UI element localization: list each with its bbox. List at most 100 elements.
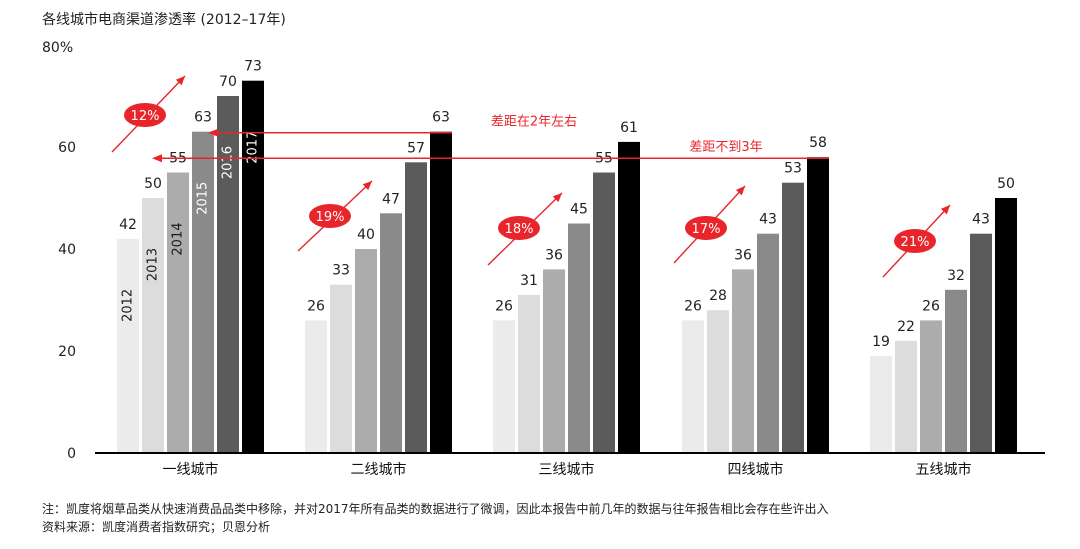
value-label: 28 xyxy=(709,288,727,304)
value-label: 47 xyxy=(382,191,400,207)
year-label: 2017 xyxy=(246,131,261,164)
bars xyxy=(117,80,1017,454)
bar xyxy=(142,198,164,453)
growth-badge xyxy=(498,216,540,240)
value-label: 43 xyxy=(972,212,990,228)
chart-title: 各线城市电商渠道渗透率 (2012–17年) xyxy=(42,11,286,28)
y-axis-ticks: 0 20 40 60 xyxy=(58,140,76,462)
value-label: 42 xyxy=(119,217,137,233)
growth-arrowhead xyxy=(362,181,372,191)
growth-badge xyxy=(685,216,727,240)
growth-badges: 12% 19% 18% 17% 21% xyxy=(111,75,951,278)
value-label: 63 xyxy=(432,110,450,126)
bar xyxy=(807,157,829,453)
bar xyxy=(543,269,565,453)
year-labels: 2012 2013 2014 2015 2016 2017 xyxy=(121,131,261,322)
value-label: 53 xyxy=(784,161,802,177)
y-tick-label: 60 xyxy=(58,140,76,156)
growth-badge xyxy=(894,229,936,253)
year-label: 2012 xyxy=(121,289,136,322)
bar xyxy=(167,172,189,453)
bar xyxy=(330,284,352,453)
year-label: 2016 xyxy=(221,146,236,179)
value-label: 36 xyxy=(545,247,563,263)
growth-badge xyxy=(124,103,166,127)
bar xyxy=(732,269,754,453)
value-label: 19 xyxy=(872,334,890,350)
bar xyxy=(405,162,427,454)
bar xyxy=(305,320,327,453)
bar xyxy=(192,131,214,453)
y-tick-label: 40 xyxy=(58,242,76,258)
value-label: 26 xyxy=(684,298,702,314)
value-label: 73 xyxy=(244,59,262,75)
value-label: 31 xyxy=(520,273,538,289)
year-label: 2015 xyxy=(196,182,211,215)
bar xyxy=(355,249,377,453)
value-label: 58 xyxy=(809,135,827,151)
value-label: 40 xyxy=(357,227,375,243)
growth-rate-label: 12% xyxy=(131,109,160,124)
gap-label: 差距不到3年 xyxy=(689,140,762,155)
value-label: 33 xyxy=(332,263,350,279)
growth-rate-label: 17% xyxy=(692,222,721,237)
bar xyxy=(117,238,139,453)
year-label: 2014 xyxy=(171,223,186,256)
y-tick-label: 0 xyxy=(67,446,76,462)
bar xyxy=(995,198,1017,453)
value-label: 26 xyxy=(307,298,325,314)
bar xyxy=(757,233,779,453)
value-label: 70 xyxy=(219,74,237,90)
bar xyxy=(430,131,452,453)
growth-rate-label: 21% xyxy=(901,235,930,250)
growth-rate-label: 18% xyxy=(505,222,534,237)
category-label: 二线城市 xyxy=(351,461,407,478)
bar xyxy=(242,80,264,453)
value-label: 45 xyxy=(570,202,588,218)
value-label: 50 xyxy=(144,176,162,192)
bar xyxy=(593,172,615,453)
gap-arrowhead xyxy=(208,128,218,137)
bar xyxy=(682,320,704,453)
value-label: 26 xyxy=(922,298,940,314)
value-label: 32 xyxy=(947,268,965,284)
value-label: 57 xyxy=(407,140,425,156)
growth-rate-label: 19% xyxy=(316,210,345,225)
gap-label: 差距在2年左右 xyxy=(491,115,577,130)
bar xyxy=(518,294,540,453)
bar xyxy=(707,310,729,453)
category-label: 一线城市 xyxy=(163,461,219,478)
y-axis-top-label: 80% xyxy=(42,40,73,56)
value-label: 50 xyxy=(997,176,1015,192)
value-label: 26 xyxy=(495,298,513,314)
value-label: 63 xyxy=(194,110,212,126)
growth-badge xyxy=(309,204,351,228)
value-label: 43 xyxy=(759,212,777,228)
bar xyxy=(782,182,804,453)
bar xyxy=(493,320,515,453)
y-tick-label: 20 xyxy=(58,344,76,360)
footnote: 注：凯度将烟草品类从快速消费品品类中移除，并对2017年所有品类的数据进行了微调… xyxy=(42,502,829,516)
bar xyxy=(380,213,402,453)
bar xyxy=(568,223,590,453)
category-label: 四线城市 xyxy=(728,461,784,478)
bar xyxy=(618,141,640,453)
growth-arrowhead xyxy=(735,186,745,196)
category-label: 三线城市 xyxy=(539,461,595,478)
growth-arrowhead xyxy=(175,76,185,86)
category-label: 五线城市 xyxy=(916,461,972,478)
bar xyxy=(970,233,992,453)
bar xyxy=(895,340,917,453)
bar xyxy=(945,289,967,453)
gap-arrowhead xyxy=(152,154,162,163)
category-labels: 一线城市 二线城市 三线城市 四线城市 五线城市 xyxy=(163,461,972,478)
value-label: 61 xyxy=(620,120,638,136)
bar xyxy=(870,356,892,453)
value-label: 36 xyxy=(734,247,752,263)
year-label: 2013 xyxy=(146,248,161,281)
growth-arrowhead xyxy=(552,193,562,203)
source-note: 资料来源：凯度消费者指数研究；贝恩分析 xyxy=(42,520,271,534)
growth-arrowhead xyxy=(940,205,950,215)
